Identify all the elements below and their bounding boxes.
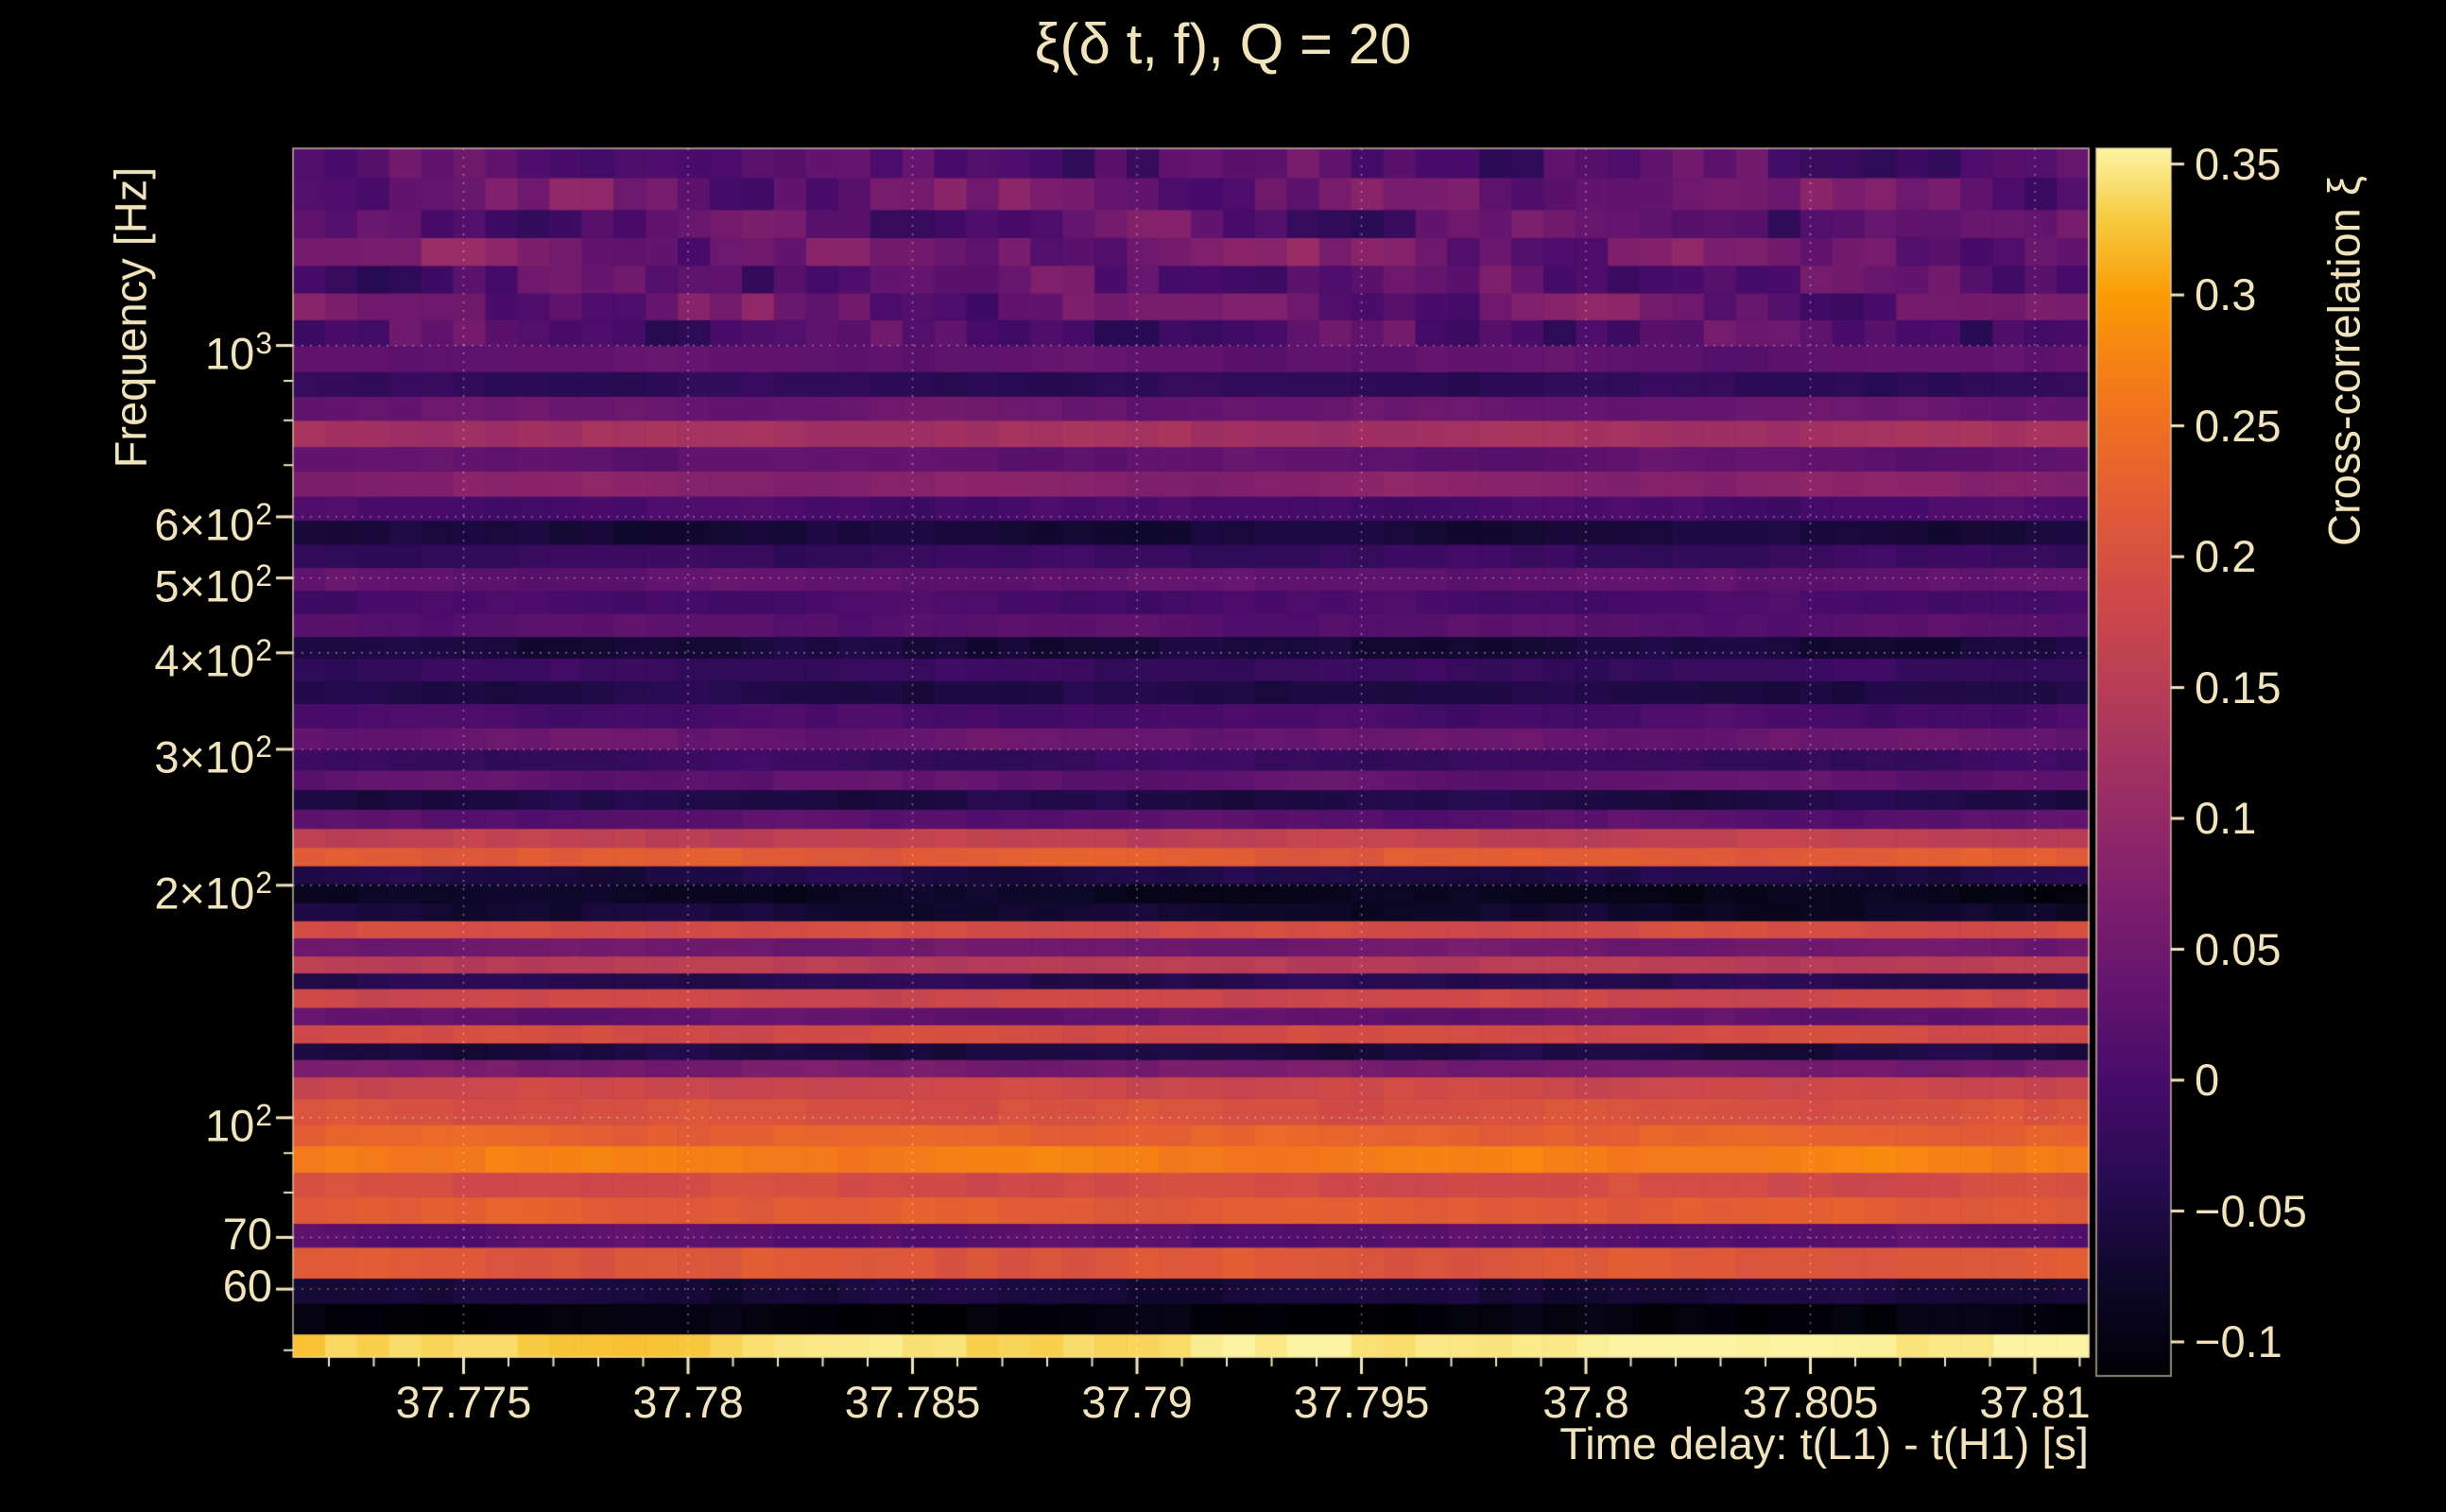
colorbar-tick-label: −0.1 (2195, 1315, 2282, 1366)
colorbar-tick-label: 0.25 (2195, 400, 2282, 451)
y-tick-label: 102 (204, 1097, 272, 1151)
colorbar-tick-label: 0.15 (2195, 662, 2282, 713)
colorbar-tick-label: −0.05 (2195, 1185, 2307, 1236)
colorbar-tick-label: 0.2 (2195, 531, 2257, 582)
x-tick-label: 37.81 (1979, 1377, 2091, 1427)
x-tick-label: 37.805 (1742, 1377, 1879, 1427)
x-tick-label: 37.795 (1293, 1377, 1430, 1427)
y-tick-label: 103 (204, 325, 272, 379)
colorbar-tick-label: 0.1 (2195, 793, 2257, 844)
colorbar-tick-label: 0.05 (2195, 923, 2282, 974)
x-tick-label: 37.775 (395, 1377, 532, 1427)
y-tick-label: 60 (222, 1261, 272, 1312)
x-tick-label: 37.8 (1542, 1377, 1629, 1427)
y-tick-label: 6×102 (154, 496, 272, 550)
x-tick-label: 37.79 (1081, 1377, 1193, 1427)
x-axis-title: Time delay: t(L1) - t(H1) [s] (1559, 1418, 2089, 1469)
colorbar-title: Cross-correlation ξ (2318, 176, 2369, 546)
x-tick-label: 37.78 (632, 1377, 744, 1427)
y-tick-label: 70 (222, 1209, 272, 1260)
y-tick-label: 4×102 (154, 632, 272, 686)
colorbar-tick-label: 0.35 (2195, 138, 2282, 189)
x-tick-label: 37.785 (844, 1377, 981, 1427)
y-tick-label: 5×102 (154, 558, 272, 611)
y-tick-label: 3×102 (154, 729, 272, 782)
chart-title: ξ(δ t, f), Q = 20 (1034, 12, 1412, 76)
colorbar-tick-label: 0 (2195, 1055, 2220, 1106)
colorbar-tick-label: 0.3 (2195, 269, 2257, 320)
y-tick-label: 2×102 (154, 865, 272, 919)
